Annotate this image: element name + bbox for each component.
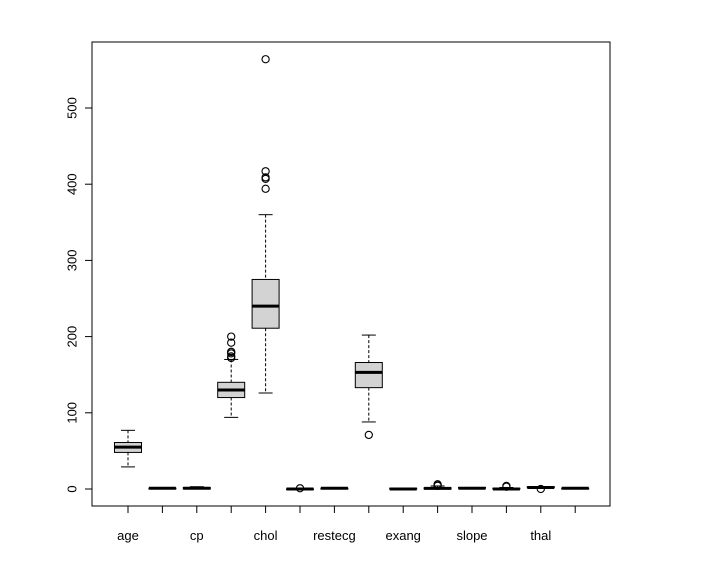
x-axis: age cp chol restecg exang slope thal	[117, 505, 576, 543]
outlier-point	[261, 184, 270, 193]
y-tick-label: 100	[65, 402, 80, 424]
box-trestbps	[217, 332, 246, 418]
box-thalach	[354, 334, 383, 440]
box-target	[561, 486, 590, 490]
x-tick-label-restecg: restecg	[313, 528, 356, 543]
outlier-point	[227, 352, 236, 361]
x-tick-label-chol: chol	[254, 528, 278, 543]
y-tick-label: 400	[65, 173, 80, 195]
outlier-point	[261, 173, 270, 182]
y-axis: 0 100 200 300 400 500	[65, 97, 93, 493]
outlier-point	[227, 332, 236, 341]
box-thal	[526, 484, 555, 494]
box-sex	[148, 486, 177, 490]
box-chol	[251, 55, 280, 394]
plot-frame	[91, 41, 611, 507]
y-tick-label: 0	[65, 485, 80, 492]
outlier-point	[433, 480, 442, 489]
x-tick-label-slope: slope	[456, 528, 487, 543]
x-tick-label-exang: exang	[385, 528, 420, 543]
y-tick-label: 200	[65, 326, 80, 348]
box-exang	[389, 487, 418, 491]
box-fbs	[286, 484, 314, 493]
box-slope	[458, 486, 486, 490]
box-age	[114, 429, 142, 468]
box-restecg	[320, 486, 349, 490]
box-cp	[182, 486, 211, 490]
outlier-point	[536, 484, 545, 494]
x-tick-label-age: age	[117, 528, 139, 543]
x-tick-label-thal: thal	[530, 528, 551, 543]
outlier-point	[227, 338, 236, 347]
outlier-point	[502, 481, 511, 491]
y-tick-label: 500	[65, 97, 80, 119]
outlier-point	[261, 167, 270, 176]
outlier-point	[364, 430, 373, 440]
x-tick-label-cp: cp	[190, 528, 204, 543]
outlier-point	[261, 55, 270, 64]
outlier-point	[227, 347, 236, 356]
boxes-layer	[114, 55, 590, 494]
box-ca	[492, 481, 521, 491]
box-oldpeak	[423, 480, 452, 490]
y-tick-label: 300	[65, 250, 80, 272]
outlier-point	[295, 484, 305, 493]
